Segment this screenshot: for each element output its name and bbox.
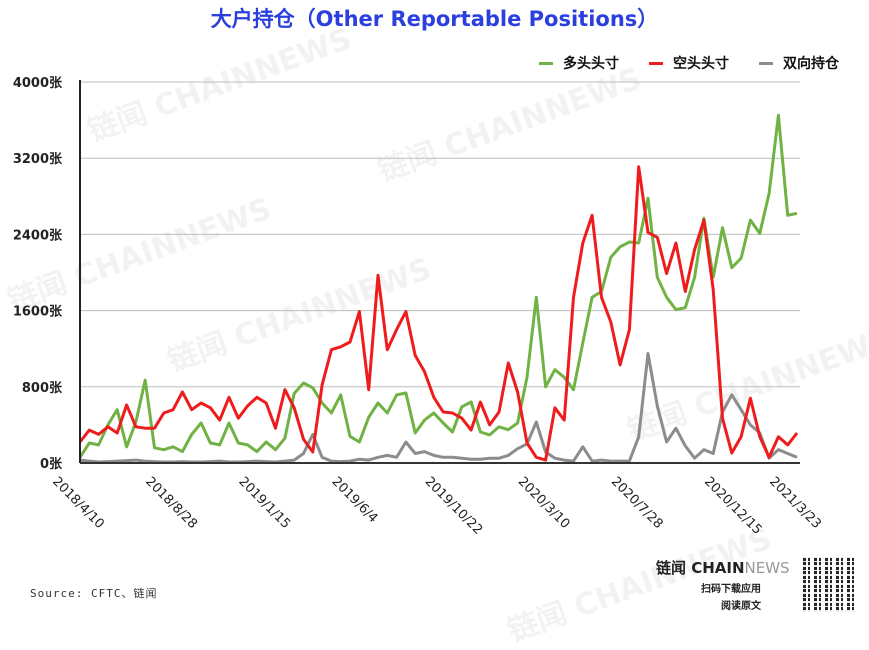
y-tick-label: 2400张 [13, 228, 63, 243]
line-chart: 0张 800张 1600张 2400张 3200张 4000张 2018/4/10 2018… [13, 76, 824, 538]
y-tick-label: 1600张 [13, 305, 63, 320]
x-tick-label: 2019/10/22 [422, 474, 486, 538]
brand-main: 链闻 CHAIN [656, 559, 745, 577]
series-line-short [78, 165, 799, 462]
series-line-spread [79, 352, 798, 464]
legend-label-short: 空头头寸 [673, 56, 729, 72]
qr-code[interactable] [803, 557, 858, 612]
legend-label-long: 多头头寸 [563, 56, 619, 72]
legend-item-spread: 双向持仓 [759, 53, 839, 73]
chart-title: 大户持仓（Other Reportable Positions） [210, 7, 659, 31]
x-tick-label: 2020/12/15 [701, 474, 765, 538]
brand-logo: 链闻 CHAINNEWS [656, 557, 790, 578]
x-tick-label: 2020/7/28 [608, 474, 666, 532]
series-line-long [78, 113, 798, 459]
y-tick-label: 0张 [40, 457, 63, 472]
legend-swatch-spread [759, 61, 773, 65]
x-tick-label: 2020/3/10 [515, 474, 573, 532]
legend-swatch-short [649, 61, 663, 65]
legend-label-spread: 双向持仓 [783, 56, 839, 72]
brand-read-text: 阅读原文 [721, 601, 761, 612]
x-tick-label: 2021/3/23 [766, 474, 824, 532]
y-tick-label: 800张 [22, 381, 63, 396]
brand-news: NEWS [744, 559, 790, 577]
y-tick-label: 4000张 [13, 76, 63, 91]
x-tick-label: 2018/8/28 [142, 474, 200, 532]
brand-download-text: 扫码下载应用 [701, 584, 761, 595]
source-note: Source: CFTC、链闻 [30, 587, 158, 600]
legend-item-long: 多头头寸 [539, 53, 619, 73]
x-tick-label: 2019/6/4 [329, 474, 381, 526]
x-tick-label: 2018/4/10 [49, 474, 107, 532]
x-tick-label: 2019/1/15 [235, 474, 293, 532]
y-tick-label: 3200张 [13, 152, 63, 167]
legend-item-short: 空头头寸 [649, 53, 729, 73]
legend: 多头头寸 空头头寸 双向持仓 [539, 53, 839, 73]
legend-swatch-long [539, 61, 553, 65]
